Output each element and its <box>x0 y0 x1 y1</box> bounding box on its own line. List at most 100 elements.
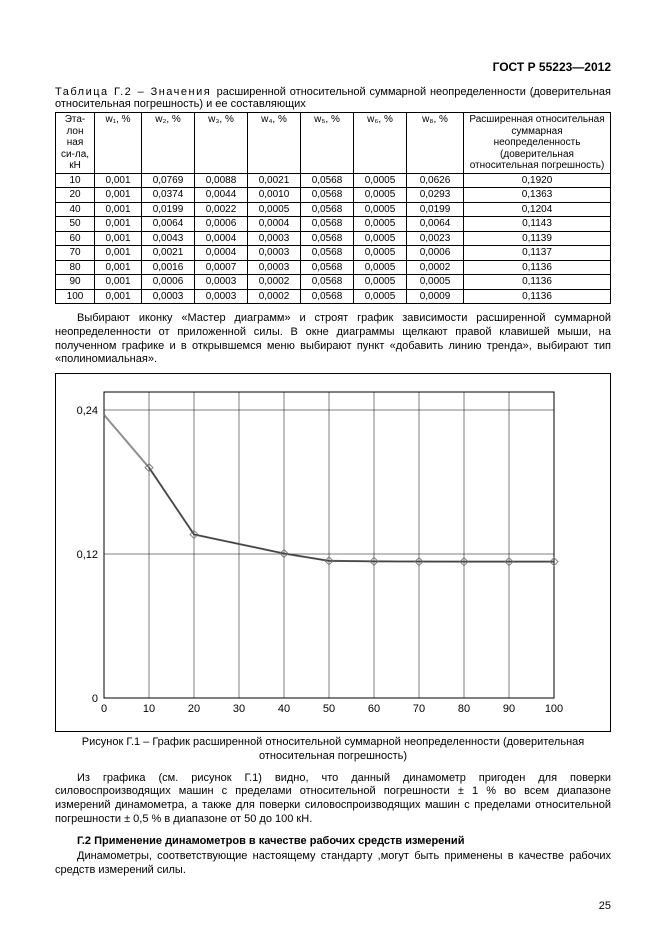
table-cell: 0,0003 <box>248 260 301 275</box>
table-cell: 0,0088 <box>195 173 248 188</box>
paragraph-2: Из графика (см. рисунок Г.1) видно, что … <box>55 772 611 827</box>
table-cell: 0,0006 <box>195 217 248 232</box>
table-cell: 0,0003 <box>195 275 248 290</box>
table-cell: 0,0005 <box>354 275 407 290</box>
table-row: 800,0010,00160,00070,00030,05680,00050,0… <box>56 260 611 275</box>
table-cell: 0,0021 <box>248 173 301 188</box>
table-cell: 0,0006 <box>142 275 195 290</box>
table-cell: 0,001 <box>95 231 142 246</box>
svg-text:0: 0 <box>101 703 107 715</box>
table-cell: 0,0005 <box>354 260 407 275</box>
table-cell: 0,1920 <box>464 173 611 188</box>
table-cell: 0,001 <box>95 275 142 290</box>
table-cell: 0,0568 <box>301 289 354 304</box>
table-cell: 0,0064 <box>407 217 464 232</box>
table-cell: 0,0568 <box>301 188 354 203</box>
table-cell: 90 <box>56 275 95 290</box>
svg-text:10: 10 <box>143 703 155 715</box>
table-cell: 0,0568 <box>301 202 354 217</box>
table-row: 1000,0010,00030,00030,00020,05680,00050,… <box>56 289 611 304</box>
svg-text:50: 50 <box>323 703 335 715</box>
table-cell: 0,0199 <box>407 202 464 217</box>
table-row: 700,0010,00210,00040,00030,05680,00050,0… <box>56 246 611 261</box>
table-cell: 0,1139 <box>464 231 611 246</box>
table-row: 900,0010,00060,00030,00020,05680,00050,0… <box>56 275 611 290</box>
page-number: 25 <box>599 900 611 912</box>
th-4: w₄, % <box>248 113 301 174</box>
table-cell: 0,0002 <box>248 289 301 304</box>
table-cell: 0,0044 <box>195 188 248 203</box>
table-cell: 0,0023 <box>407 231 464 246</box>
table-cell: 0,0005 <box>354 289 407 304</box>
table-cell: 0,001 <box>95 202 142 217</box>
table-cell: 50 <box>56 217 95 232</box>
th-2: w₂, % <box>142 113 195 174</box>
th-0: Эта-лон ная си-ла, кН <box>56 113 95 174</box>
table-cell: 0,0005 <box>354 173 407 188</box>
table-cell: 0,1143 <box>464 217 611 232</box>
table-cell: 0,0003 <box>195 289 248 304</box>
table-cell: 0,1137 <box>464 246 611 261</box>
table-cell: 0,0002 <box>248 275 301 290</box>
table-row: 100,0010,07690,00880,00210,05680,00050,0… <box>56 173 611 188</box>
svg-text:80: 80 <box>458 703 470 715</box>
table-cell: 100 <box>56 289 95 304</box>
table-cell: 0,0005 <box>354 246 407 261</box>
table-row: 500,0010,00640,00060,00040,05680,00050,0… <box>56 217 611 232</box>
svg-text:40: 40 <box>278 703 290 715</box>
th-5: w₅, % <box>301 113 354 174</box>
table-cell: 0,0009 <box>407 289 464 304</box>
table-cell: 0,0043 <box>142 231 195 246</box>
table-cell: 0,001 <box>95 217 142 232</box>
table-cell: 0,001 <box>95 260 142 275</box>
table-cell: 0,1204 <box>464 202 611 217</box>
table-cell: 0,0568 <box>301 275 354 290</box>
table-cell: 0,0005 <box>354 217 407 232</box>
table-cell: 0,001 <box>95 188 142 203</box>
table-cell: 0,0006 <box>407 246 464 261</box>
svg-text:0,12: 0,12 <box>77 549 98 561</box>
table-cell: 10 <box>56 173 95 188</box>
table-cell: 0,0064 <box>142 217 195 232</box>
th-8: Расширенная относительная суммарная неоп… <box>464 113 611 174</box>
table-cell: 0,0010 <box>248 188 301 203</box>
svg-text:30: 30 <box>233 703 245 715</box>
table-cell: 0,0293 <box>407 188 464 203</box>
table-cell: 40 <box>56 202 95 217</box>
th-7: w₈, % <box>407 113 464 174</box>
table-cell: 0,0568 <box>301 173 354 188</box>
table-cell: 0,0005 <box>354 202 407 217</box>
uncertainty-chart: 010203040506070809010000,120,24 <box>55 373 611 732</box>
table-caption: Таблица Г.2 – Значения расширенной относ… <box>55 86 611 110</box>
caption-prefix: Таблица Г.2 – Значения <box>55 86 211 98</box>
svg-text:20: 20 <box>188 703 200 715</box>
uncertainty-table: Эта-лон ная си-ла, кН w₁, % w₂, % w₃, % … <box>55 112 611 304</box>
table-cell: 0,0769 <box>142 173 195 188</box>
table-cell: 0,001 <box>95 246 142 261</box>
table-cell: 0,001 <box>95 289 142 304</box>
figure-caption: Рисунок Г.1 – График расширенной относит… <box>55 736 611 764</box>
table-row: 200,0010,03740,00440,00100,05680,00050,0… <box>56 188 611 203</box>
table-cell: 0,0005 <box>248 202 301 217</box>
table-cell: 0,0021 <box>142 246 195 261</box>
table-cell: 0,0003 <box>248 231 301 246</box>
th-3: w₃, % <box>195 113 248 174</box>
table-cell: 0,0374 <box>142 188 195 203</box>
svg-text:100: 100 <box>545 703 563 715</box>
chart-svg: 010203040506070809010000,120,24 <box>64 382 564 722</box>
table-body: 100,0010,07690,00880,00210,05680,00050,0… <box>56 173 611 304</box>
svg-text:90: 90 <box>503 703 515 715</box>
table-cell: 0,0004 <box>248 217 301 232</box>
table-cell: 0,0568 <box>301 260 354 275</box>
table-cell: 70 <box>56 246 95 261</box>
table-row: 600,0010,00430,00040,00030,05680,00050,0… <box>56 231 611 246</box>
table-row: 400,0010,01990,00220,00050,05680,00050,0… <box>56 202 611 217</box>
paragraph-3: Динамометры, соответствующие настоящему … <box>55 850 611 878</box>
table-cell: 0,0003 <box>248 246 301 261</box>
th-1: w₁, % <box>95 113 142 174</box>
table-cell: 0,0005 <box>354 188 407 203</box>
table-cell: 0,1136 <box>464 275 611 290</box>
th-6: w₆, % <box>354 113 407 174</box>
table-cell: 0,0568 <box>301 246 354 261</box>
table-cell: 0,0568 <box>301 217 354 232</box>
